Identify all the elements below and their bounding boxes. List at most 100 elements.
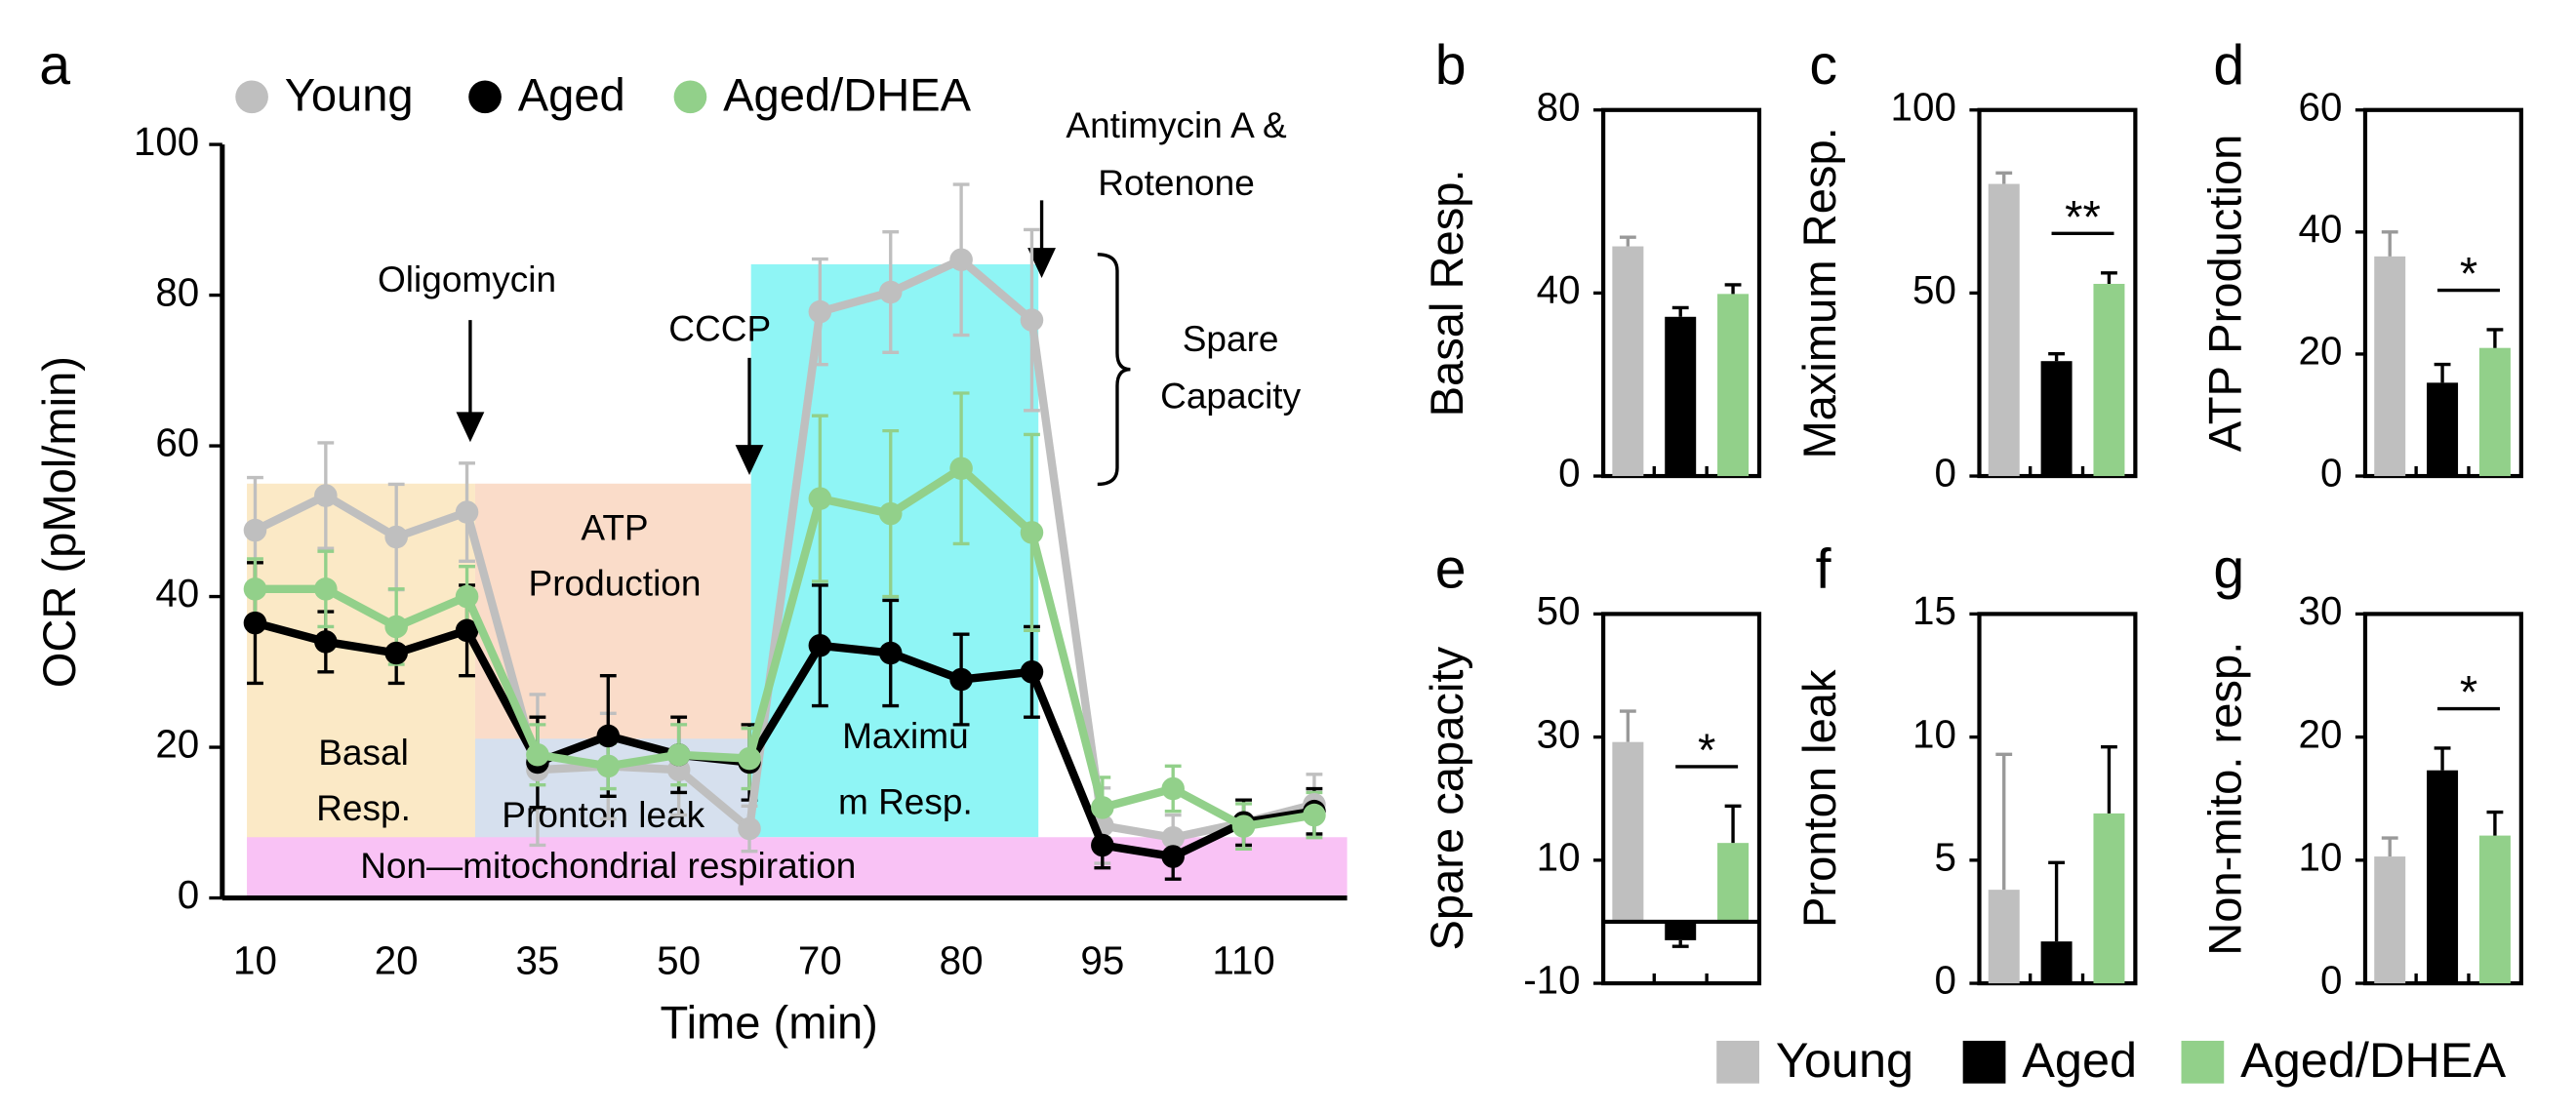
data-point: [878, 280, 903, 304]
significance-label: *: [2460, 248, 2477, 299]
series-line: [254, 618, 1315, 861]
error-bar: [2434, 362, 2451, 383]
error-bar: [2434, 746, 2451, 771]
significance-label: *: [2460, 666, 2477, 718]
plot-frame: [1601, 612, 1762, 986]
data-point: [1091, 796, 1114, 819]
y-tick-label: 0: [2320, 451, 2342, 496]
data-point: [666, 742, 691, 767]
y-tick-label: 60: [2298, 84, 2342, 129]
x-tick-label: 50: [657, 938, 701, 983]
y-tick-label: 20: [2298, 711, 2342, 756]
bar: [2374, 856, 2406, 984]
data-point: [384, 641, 408, 665]
bar: [2093, 284, 2125, 477]
y-tick-label: 10: [1912, 711, 1956, 756]
error-bar: [1724, 804, 1742, 844]
error-bar: [2048, 352, 2066, 362]
x-tick-label: 35: [515, 938, 559, 983]
bar: [2478, 835, 2511, 984]
error-bar: [2381, 836, 2398, 857]
legend-swatch: [1962, 1040, 2006, 1084]
region-non-mito: [247, 837, 1348, 898]
bar: [2093, 813, 2125, 984]
panel-label: e: [1435, 537, 1467, 600]
region-basal: [247, 483, 475, 898]
y-axis-title: OCR (pMol/min): [33, 356, 85, 688]
x-tick-label: 80: [940, 938, 984, 983]
panel-label: g: [2213, 537, 2244, 600]
legend-label: Aged: [2022, 1032, 2137, 1088]
bar: [2374, 256, 2406, 477]
y-tick-label: 30: [2298, 588, 2342, 633]
significance-label: **: [2065, 190, 2101, 242]
y-tick-label: 0: [1558, 451, 1580, 496]
y-axis-title: Spare capacity: [1421, 646, 1472, 950]
error-bar: [2048, 860, 2066, 942]
bar: [1717, 843, 1750, 922]
arrow: [735, 357, 764, 475]
y-tick-label: 40: [1537, 267, 1581, 312]
x-axis-title: Time (min): [661, 996, 878, 1048]
legend-marker: [235, 80, 268, 114]
data-point: [949, 457, 973, 481]
data-point: [1161, 845, 1185, 868]
data-point: [1020, 660, 1044, 684]
legend-label: Young: [1776, 1032, 1913, 1088]
error-bar: [2381, 230, 2398, 257]
data-point: [314, 484, 338, 507]
legend-marker: [673, 80, 707, 114]
region-label: Maximu: [842, 715, 969, 756]
annotation: Capacity: [1160, 376, 1302, 417]
region-label: m Resp.: [838, 780, 973, 821]
legend-label: Aged: [518, 68, 625, 120]
arrow: [456, 320, 485, 443]
data-point: [243, 611, 267, 635]
y-axis-title: Pronton leak: [1793, 669, 1845, 928]
bar: [2040, 361, 2073, 477]
data-point: [455, 618, 479, 643]
data-point: [1231, 815, 1256, 838]
series-line: [255, 464, 1315, 831]
y-tick-label: 20: [155, 722, 199, 767]
error-bar: [2101, 745, 2117, 814]
annotation: CCCP: [668, 308, 771, 349]
error-bar: [1619, 235, 1636, 247]
error-bar: [2486, 810, 2504, 836]
error-bar: [1671, 305, 1689, 317]
data-point: [384, 525, 408, 549]
bar: [2427, 382, 2459, 477]
data-point: [455, 584, 479, 609]
bar: [1665, 316, 1697, 477]
panel-label: a: [39, 34, 70, 97]
data-point: [808, 487, 832, 510]
y-tick-label: 10: [1537, 835, 1581, 880]
annotation: Rotenone: [1098, 162, 1255, 203]
region-label: Production: [529, 563, 702, 604]
data-point: [314, 577, 338, 601]
data-point: [243, 518, 267, 542]
error-bar: [2101, 271, 2117, 285]
bar: [1988, 183, 2020, 477]
bar: [2040, 941, 2073, 984]
error-bar: [1995, 752, 2013, 891]
y-axis-title: Non-mito. resp.: [2199, 642, 2251, 956]
data-point: [596, 724, 621, 748]
legend-swatch: [1716, 1040, 1759, 1084]
region-label: Basal: [318, 732, 409, 773]
annotation: Oligomycin: [378, 258, 556, 299]
data-point: [243, 577, 267, 601]
error-bar: [2486, 328, 2504, 348]
data-point: [949, 667, 973, 692]
data-point: [455, 500, 479, 524]
data-point: [1020, 521, 1044, 544]
arrow: [1027, 200, 1056, 279]
bar: [1612, 246, 1644, 477]
data-point: [738, 816, 761, 841]
panel-label: c: [1809, 34, 1837, 97]
y-tick-label: 30: [1537, 711, 1581, 756]
y-tick-label: 40: [2298, 207, 2342, 252]
data-point: [1020, 308, 1044, 332]
bar: [1988, 890, 2020, 984]
data-point: [738, 746, 761, 771]
